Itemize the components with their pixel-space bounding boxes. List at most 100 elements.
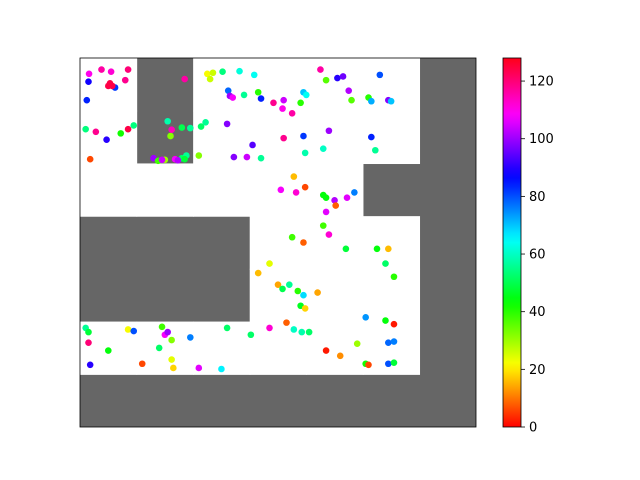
- scatter-point: [345, 87, 353, 94]
- scatter-point: [181, 155, 188, 163]
- scatter-point: [290, 173, 298, 180]
- free-cell: [249, 58, 307, 112]
- scatter-point: [202, 119, 209, 126]
- free-cell: [306, 268, 364, 323]
- scatter-point: [302, 91, 310, 99]
- scatter-point: [254, 269, 262, 277]
- scatter-point: [297, 99, 304, 107]
- colorbar-tick-label: 0: [529, 421, 537, 436]
- colorbar: 0 20 40 60 80 100 120: [502, 57, 554, 436]
- scatter-point: [385, 339, 392, 346]
- free-cell: [362, 321, 421, 375]
- scatter-point: [279, 285, 286, 293]
- scatter-point: [343, 194, 351, 201]
- scatter-point: [274, 281, 282, 288]
- colorbar-ticks: 0 20 40 60 80 100 120: [521, 75, 554, 436]
- scatter-point: [121, 76, 129, 84]
- scatter-point: [382, 317, 389, 324]
- scatter-point: [353, 340, 361, 348]
- scatter-point: [290, 326, 298, 333]
- scatter-point: [300, 291, 307, 299]
- scatter-point: [368, 133, 375, 141]
- occupancy-map: [79, 57, 477, 428]
- colorbar-tick-label: 20: [529, 363, 546, 378]
- scatter-point: [236, 67, 243, 75]
- scatter-point: [373, 245, 381, 253]
- colorbar-tick-label: 40: [529, 305, 546, 320]
- scatter-point: [288, 233, 296, 241]
- free-cell: [306, 321, 364, 375]
- scatter-point: [319, 145, 327, 152]
- scatter-point: [279, 105, 286, 112]
- scatter-point: [219, 68, 226, 76]
- free-cell: [249, 268, 307, 323]
- scatter-point: [247, 331, 255, 339]
- colorbar-tick-label: 60: [529, 248, 546, 263]
- scatter-point: [124, 125, 132, 133]
- scatter-point: [209, 69, 217, 77]
- scatter-point: [332, 202, 340, 209]
- scatter-point: [168, 356, 175, 363]
- scatter-point: [195, 152, 203, 159]
- colorbar-tick-label: 120: [529, 75, 554, 90]
- scatter-point: [197, 123, 205, 130]
- scatter-point: [365, 361, 372, 369]
- scatter-point: [387, 97, 395, 105]
- free-space-layer: [80, 58, 421, 375]
- scatter-point: [390, 273, 398, 281]
- scatter-point: [288, 110, 296, 117]
- scatter-point: [336, 352, 344, 360]
- scatter-point: [164, 117, 171, 125]
- free-cell: [306, 58, 364, 112]
- scatter-point: [385, 360, 392, 368]
- free-cell: [249, 321, 307, 375]
- scatter-point: [325, 231, 333, 238]
- scatter-point: [85, 70, 93, 78]
- scatter-point: [257, 154, 265, 162]
- scatter-point: [270, 99, 277, 107]
- scatter-point: [348, 96, 355, 104]
- scatter-point: [277, 186, 285, 194]
- colorbar-tick-label: 100: [529, 132, 554, 147]
- scatter-point: [372, 146, 379, 154]
- scatter-point: [368, 97, 375, 105]
- scatter-point: [103, 136, 110, 144]
- scatter-point: [266, 324, 273, 332]
- scatter-point: [117, 130, 125, 137]
- scatter-point: [85, 78, 92, 86]
- colorbar-frame: [502, 57, 522, 428]
- free-cell: [306, 110, 364, 165]
- scatter-point: [243, 153, 251, 161]
- scatter-point: [283, 319, 290, 326]
- scatter-point: [83, 96, 91, 104]
- scatter-point: [187, 334, 194, 341]
- colorbar-tick-label: 80: [529, 190, 546, 205]
- scatter-point: [266, 260, 273, 267]
- scatter-point: [124, 326, 132, 333]
- scatter-point: [286, 281, 293, 288]
- scatter-point: [314, 289, 321, 296]
- scatter-point: [249, 141, 256, 149]
- map-frame: [79, 57, 477, 428]
- scatter-point: [376, 71, 384, 79]
- scatter-point: [86, 361, 94, 369]
- scatter-point: [98, 66, 105, 73]
- free-cell: [136, 163, 194, 217]
- scatter-point: [298, 328, 306, 336]
- scatter-point: [317, 66, 324, 73]
- scatter-point: [322, 76, 330, 84]
- scatter-point: [92, 128, 100, 136]
- scatter-point: [223, 120, 231, 128]
- scatter-point: [300, 239, 307, 246]
- scatter-point: [158, 156, 166, 164]
- scatter-point: [301, 305, 309, 312]
- free-cell: [193, 163, 251, 217]
- scatter-point: [301, 183, 309, 191]
- free-cell: [80, 163, 138, 217]
- scatter-point: [195, 364, 203, 372]
- scatter-point: [155, 344, 163, 352]
- scatter-point: [331, 197, 338, 204]
- scatter-point: [334, 74, 341, 82]
- free-cell: [249, 216, 307, 270]
- scatter-point: [138, 360, 146, 368]
